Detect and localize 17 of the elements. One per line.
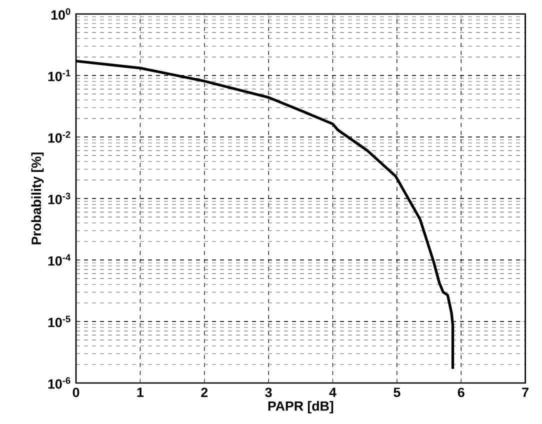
y-tick-label: 10$^{-2}$ [48,131,70,143]
x-axis-title: PAPR [dB] [268,400,334,414]
x-tick-label: 2 [201,388,208,398]
y-axis-title: Probability [%] [31,152,44,244]
x-tick-label: 1 [137,388,144,397]
x-tick-label: 0 [72,388,80,398]
y-tick-label: 10$^{0}$ [51,8,70,20]
x-tick-label: 3 [265,388,272,398]
y-tick-label: 10$^{-6}$ [48,377,70,389]
y-tick-label: 10$^{-3}$ [48,192,70,204]
x-tick-label: 4 [329,388,336,397]
y-tick-label: 10$^{-1}$ [48,70,70,82]
x-tick-label: 7 [522,388,528,397]
y-tick-label: 10$^{-4}$ [48,254,71,266]
x-tick-label: 6 [458,388,464,398]
y-tick-label: 10$^{-5}$ [48,316,70,328]
x-tick-label: 5 [394,388,400,397]
